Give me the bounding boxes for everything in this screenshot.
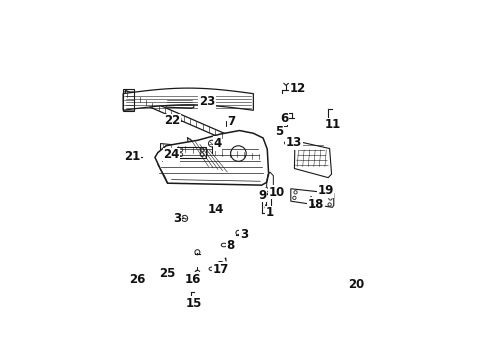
Text: 3: 3 — [173, 212, 181, 225]
Text: 14: 14 — [207, 203, 224, 216]
Ellipse shape — [284, 141, 289, 145]
Polygon shape — [155, 131, 268, 185]
Text: 16: 16 — [184, 273, 201, 286]
Polygon shape — [123, 88, 253, 110]
Text: 3: 3 — [240, 228, 247, 241]
Text: 18: 18 — [307, 198, 323, 211]
Ellipse shape — [208, 267, 214, 271]
Text: 13: 13 — [285, 136, 302, 149]
Circle shape — [230, 146, 245, 161]
Text: 12: 12 — [289, 82, 305, 95]
Circle shape — [264, 188, 269, 193]
Text: 24: 24 — [163, 148, 179, 161]
Text: 17: 17 — [212, 262, 228, 276]
Text: 4: 4 — [213, 137, 221, 150]
Ellipse shape — [221, 243, 226, 247]
Circle shape — [208, 140, 215, 147]
Circle shape — [235, 230, 241, 235]
Text: 25: 25 — [159, 267, 175, 280]
Text: 7: 7 — [227, 115, 235, 128]
Text: 21: 21 — [124, 150, 141, 163]
Circle shape — [195, 270, 200, 275]
Text: 26: 26 — [129, 273, 146, 286]
Text: 23: 23 — [198, 95, 215, 108]
Text: 6: 6 — [279, 112, 287, 125]
Text: 1: 1 — [265, 206, 273, 219]
Text: 10: 10 — [268, 186, 285, 199]
Circle shape — [176, 117, 181, 122]
Text: 22: 22 — [164, 114, 180, 127]
Text: 11: 11 — [325, 118, 341, 131]
Polygon shape — [290, 189, 333, 207]
Circle shape — [195, 250, 200, 255]
Text: 20: 20 — [347, 278, 364, 291]
Circle shape — [181, 215, 187, 221]
Text: 9: 9 — [258, 189, 266, 202]
Text: 19: 19 — [317, 184, 333, 197]
Polygon shape — [177, 147, 206, 158]
Circle shape — [317, 192, 323, 197]
Text: 8: 8 — [226, 239, 234, 252]
Text: 5: 5 — [274, 125, 283, 138]
Text: 15: 15 — [185, 297, 202, 310]
Text: 2: 2 — [216, 260, 224, 273]
